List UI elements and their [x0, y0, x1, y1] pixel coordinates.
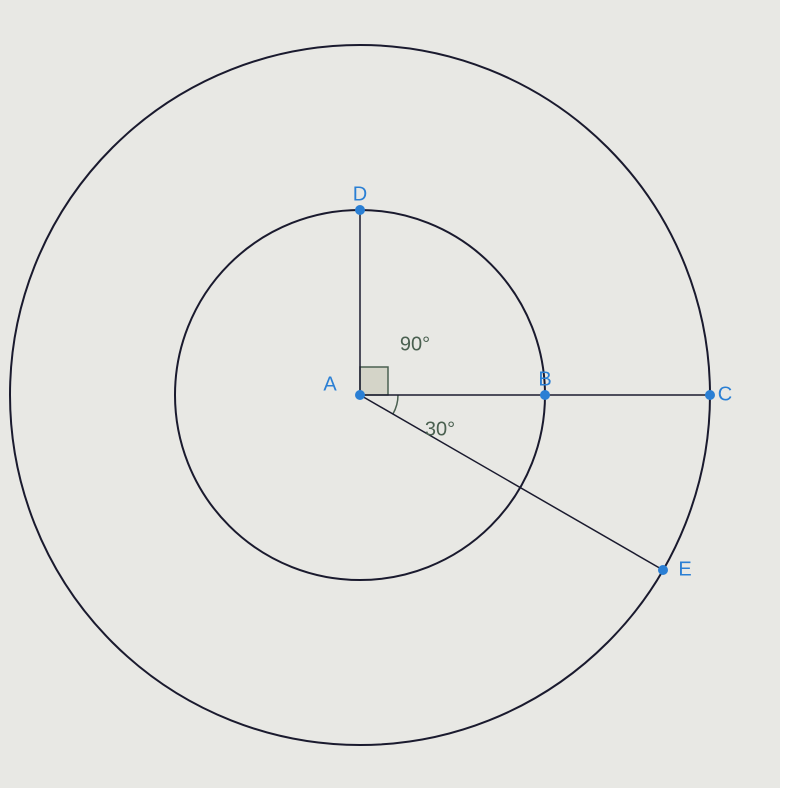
label-D: D [353, 184, 367, 207]
point-D [355, 205, 365, 215]
right-angle-marker [360, 367, 388, 395]
label-A: A [323, 374, 336, 397]
label-E: E [678, 559, 691, 582]
point-B [540, 390, 550, 400]
point-C [705, 390, 715, 400]
angle-90-label: 90° [400, 334, 430, 357]
point-E [658, 565, 668, 575]
label-B: B [538, 369, 551, 392]
label-C: C [718, 384, 732, 407]
angle-30-label: 30° [425, 419, 455, 442]
angle-30-arc [393, 395, 398, 414]
line-AE [360, 395, 663, 570]
geometry-diagram [0, 0, 800, 788]
screenshot-edge [780, 0, 800, 788]
point-A [355, 390, 365, 400]
